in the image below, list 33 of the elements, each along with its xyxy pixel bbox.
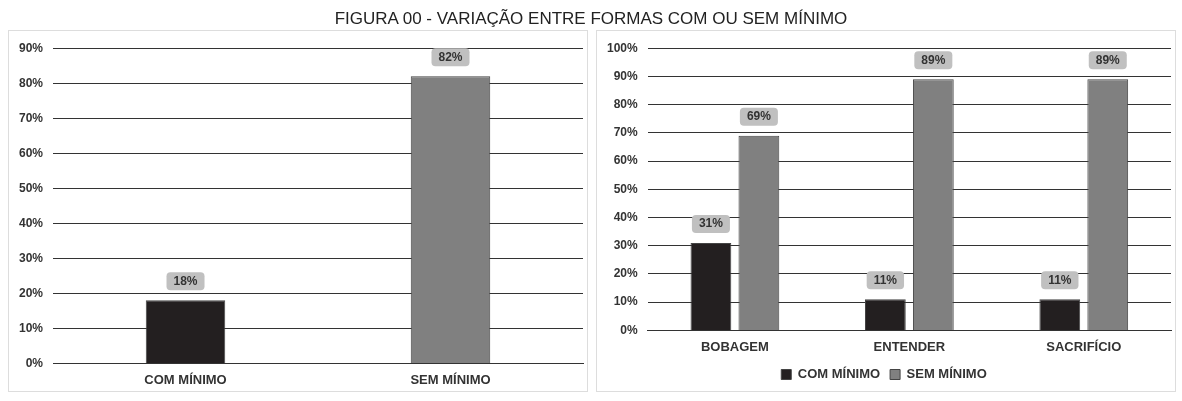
y-tick-label: 40% [18, 215, 44, 230]
x-tick-label: ENTENDER [873, 338, 946, 354]
y-tick-label: 50% [18, 180, 44, 195]
data-label: 89% [921, 52, 946, 67]
y-tick-label: 80% [18, 75, 44, 90]
x-tick-label: BOBAGEM [700, 338, 769, 354]
y-tick-label: 10% [613, 294, 639, 309]
data-label: 11% [873, 272, 898, 287]
data-label: 89% [1095, 52, 1121, 67]
data-label: 11% [1048, 272, 1072, 287]
data-label: 18% [173, 273, 198, 288]
y-tick-label: 80% [613, 96, 639, 111]
chart-title: FIGURA 00 - VARIAÇÃO ENTRE FORMAS COM OU SEM MÍNIMO [333, 8, 849, 30]
y-tick-label: 20% [613, 266, 639, 281]
y-tick-label: 10% [18, 320, 44, 335]
y-tick-label: 90% [613, 68, 639, 83]
y-tick-label: 60% [613, 153, 639, 168]
x-tick-label: SACRIFÍCIO [1046, 338, 1122, 354]
y-tick-label: 40% [613, 209, 639, 224]
data-label: 69% [746, 108, 772, 123]
y-tick-label: 0% [620, 322, 639, 337]
data-label: 82% [438, 49, 463, 64]
y-tick-label: 60% [18, 145, 44, 160]
y-tick-label: 30% [613, 238, 639, 253]
y-tick-label: 50% [613, 181, 639, 196]
y-tick-label: 30% [18, 250, 44, 265]
y-tick-label: 0% [25, 355, 44, 370]
y-tick-label: 70% [613, 125, 639, 140]
data-label: 31% [698, 216, 724, 231]
y-tick-label: 90% [18, 40, 44, 55]
y-tick-label: 70% [18, 110, 44, 125]
y-tick-label: 20% [18, 285, 44, 300]
y-tick-label: 100% [606, 40, 639, 55]
